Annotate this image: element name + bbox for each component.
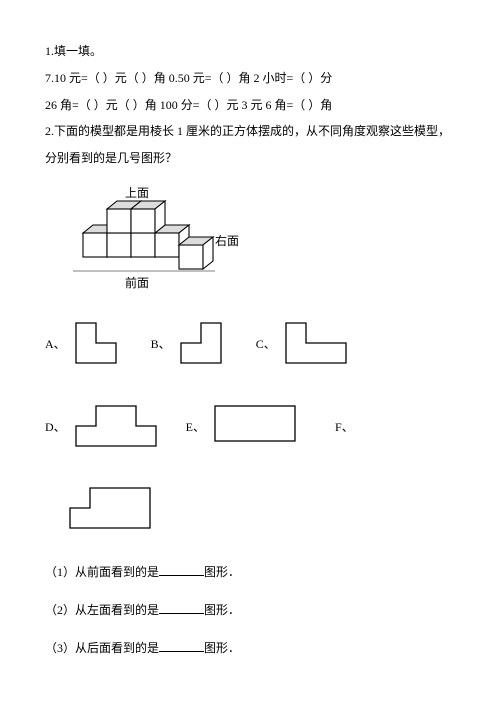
shape-b xyxy=(176,318,231,376)
shape-a xyxy=(71,318,126,376)
shape-extra xyxy=(65,483,455,541)
q2-title2: 分别看到的是几号图形？ xyxy=(45,147,455,170)
options-row-1: A、 B、 C、 xyxy=(45,318,455,376)
fill-3: （3）从后面看到的是 图形． xyxy=(45,637,455,660)
worksheet-page: 1.填一填。 7.10 元=（ ）元（ ）角 0.50 元=（ ）角 2 小时=… xyxy=(0,0,500,695)
blank-3[interactable] xyxy=(159,639,204,652)
shape-c xyxy=(281,318,351,376)
opt-c-label: C、 xyxy=(256,333,276,356)
fill-3-pre: （3）从后面看到的是 xyxy=(45,641,159,655)
fill-3-post: 图形． xyxy=(204,641,240,655)
q1-row1: 7.10 元=（ ）元（ ）角 0.50 元=（ ）角 2 小时=（ ）分 xyxy=(45,67,455,90)
q2-title: 2.下面的模型都是用棱长 1 厘米的正方体摆成的，从不同角度观察这些模型， xyxy=(45,120,455,143)
fill-2-post: 图形． xyxy=(204,603,240,617)
options-row-2: D、 E、 F、 xyxy=(45,401,455,459)
q1-row2: 26 角=（ ）元（ ）角 100 分=（ ）元 3 元 6 角=（ ）角 xyxy=(45,94,455,117)
blank-2[interactable] xyxy=(159,601,204,614)
label-top: 上面 xyxy=(125,186,149,200)
q1-title: 1.填一填。 xyxy=(45,40,455,63)
label-front: 前面 xyxy=(125,275,149,290)
opt-a-label: A、 xyxy=(45,333,66,356)
fill-1-pre: （1）从前面看到的是 xyxy=(45,565,159,579)
blank-1[interactable] xyxy=(159,563,204,576)
fill-1-post: 图形． xyxy=(204,565,240,579)
opt-f-label: F、 xyxy=(335,416,354,439)
opt-d-label: D、 xyxy=(45,416,66,439)
fill-2: （2）从左面看到的是 图形． xyxy=(45,599,455,622)
opt-e-label: E、 xyxy=(186,416,205,439)
shape-d xyxy=(71,401,161,459)
fill-2-pre: （2）从左面看到的是 xyxy=(45,603,159,617)
fill-1: （1）从前面看到的是 图形． xyxy=(45,561,455,584)
shape-e xyxy=(210,401,300,454)
label-right: 右面 xyxy=(215,233,239,248)
opt-b-label: B、 xyxy=(151,333,171,356)
cube-model-figure: 上面 xyxy=(65,185,455,303)
